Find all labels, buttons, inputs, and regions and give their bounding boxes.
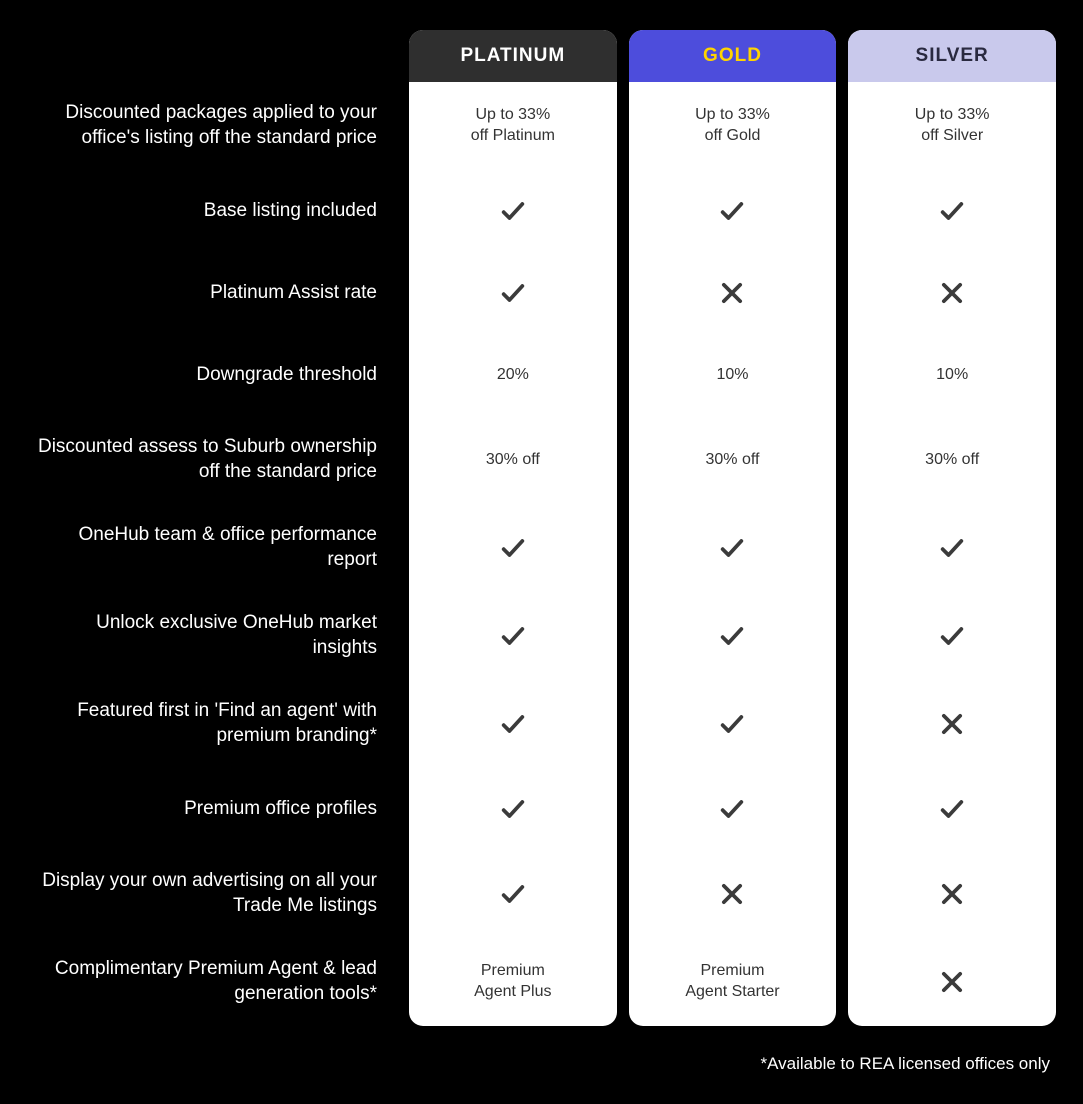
check-icon <box>499 795 527 823</box>
feature-label: Featured first in 'Find an agent' with p… <box>27 680 397 768</box>
check-icon <box>718 534 746 562</box>
feature-value <box>629 850 837 938</box>
check-icon <box>499 622 527 650</box>
cross-icon <box>938 279 966 307</box>
feature-value: Up to 33%off Platinum <box>409 82 617 170</box>
cross-icon <box>938 880 966 908</box>
feature-label: OneHub team & office performance report <box>27 504 397 592</box>
tier-column-silver: SILVER Up to 33%off Silver 10% 30% off <box>848 30 1056 1026</box>
feature-value <box>629 170 837 252</box>
tier-header: PLATINUM <box>409 30 617 82</box>
feature-value <box>629 680 837 768</box>
feature-value <box>409 768 617 850</box>
tier-column-platinum: PLATINUM Up to 33%off Platinum 20% 30% o… <box>409 30 617 1026</box>
feature-value <box>409 680 617 768</box>
feature-label: Discounted assess to Suburb ownership of… <box>27 416 397 504</box>
feature-value: 30% off <box>409 416 617 504</box>
feature-value <box>848 592 1056 680</box>
feature-value: 10% <box>629 334 837 416</box>
comparison-table: Discounted packages applied to your offi… <box>27 30 1056 1026</box>
check-icon <box>499 279 527 307</box>
cross-icon <box>938 968 966 996</box>
check-icon <box>499 534 527 562</box>
feature-value: Up to 33%off Gold <box>629 82 837 170</box>
check-icon <box>938 534 966 562</box>
feature-label: Downgrade threshold <box>27 334 397 416</box>
tier-header: GOLD <box>629 30 837 82</box>
feature-value: PremiumAgent Plus <box>409 938 617 1026</box>
feature-value: 30% off <box>848 416 1056 504</box>
check-icon <box>499 880 527 908</box>
feature-label: Display your own advertising on all your… <box>27 850 397 938</box>
check-icon <box>938 622 966 650</box>
feature-label: Discounted packages applied to your offi… <box>27 82 397 170</box>
check-icon <box>718 710 746 738</box>
feature-value <box>629 768 837 850</box>
footnote: *Available to REA licensed offices only <box>27 1054 1056 1074</box>
feature-value: PremiumAgent Starter <box>629 938 837 1026</box>
feature-value <box>629 504 837 592</box>
check-icon <box>938 795 966 823</box>
feature-value <box>848 768 1056 850</box>
feature-value <box>409 252 617 334</box>
check-icon <box>499 197 527 225</box>
feature-value: 30% off <box>629 416 837 504</box>
header-spacer <box>27 30 397 82</box>
labels-column: Discounted packages applied to your offi… <box>27 30 397 1026</box>
feature-value <box>409 170 617 252</box>
feature-value: 10% <box>848 334 1056 416</box>
feature-label: Platinum Assist rate <box>27 252 397 334</box>
feature-value <box>848 504 1056 592</box>
check-icon <box>499 710 527 738</box>
feature-value <box>409 592 617 680</box>
feature-value <box>848 252 1056 334</box>
feature-label: Premium office profiles <box>27 768 397 850</box>
feature-value <box>848 680 1056 768</box>
cross-icon <box>718 880 746 908</box>
cross-icon <box>938 710 966 738</box>
feature-label: Unlock exclusive OneHub market insights <box>27 592 397 680</box>
feature-value <box>848 850 1056 938</box>
feature-value: Up to 33%off Silver <box>848 82 1056 170</box>
feature-value <box>848 170 1056 252</box>
tier-column-gold: GOLD Up to 33%off Gold 10% 30% off Premi… <box>629 30 837 1026</box>
tier-header: SILVER <box>848 30 1056 82</box>
feature-value <box>409 504 617 592</box>
feature-value <box>848 938 1056 1026</box>
check-icon <box>718 795 746 823</box>
feature-value <box>629 592 837 680</box>
check-icon <box>718 622 746 650</box>
feature-value <box>629 252 837 334</box>
check-icon <box>938 197 966 225</box>
feature-value: 20% <box>409 334 617 416</box>
feature-value <box>409 850 617 938</box>
cross-icon <box>718 279 746 307</box>
feature-label: Base listing included <box>27 170 397 252</box>
feature-label: Complimentary Premium Agent & lead gener… <box>27 938 397 1026</box>
check-icon <box>718 197 746 225</box>
